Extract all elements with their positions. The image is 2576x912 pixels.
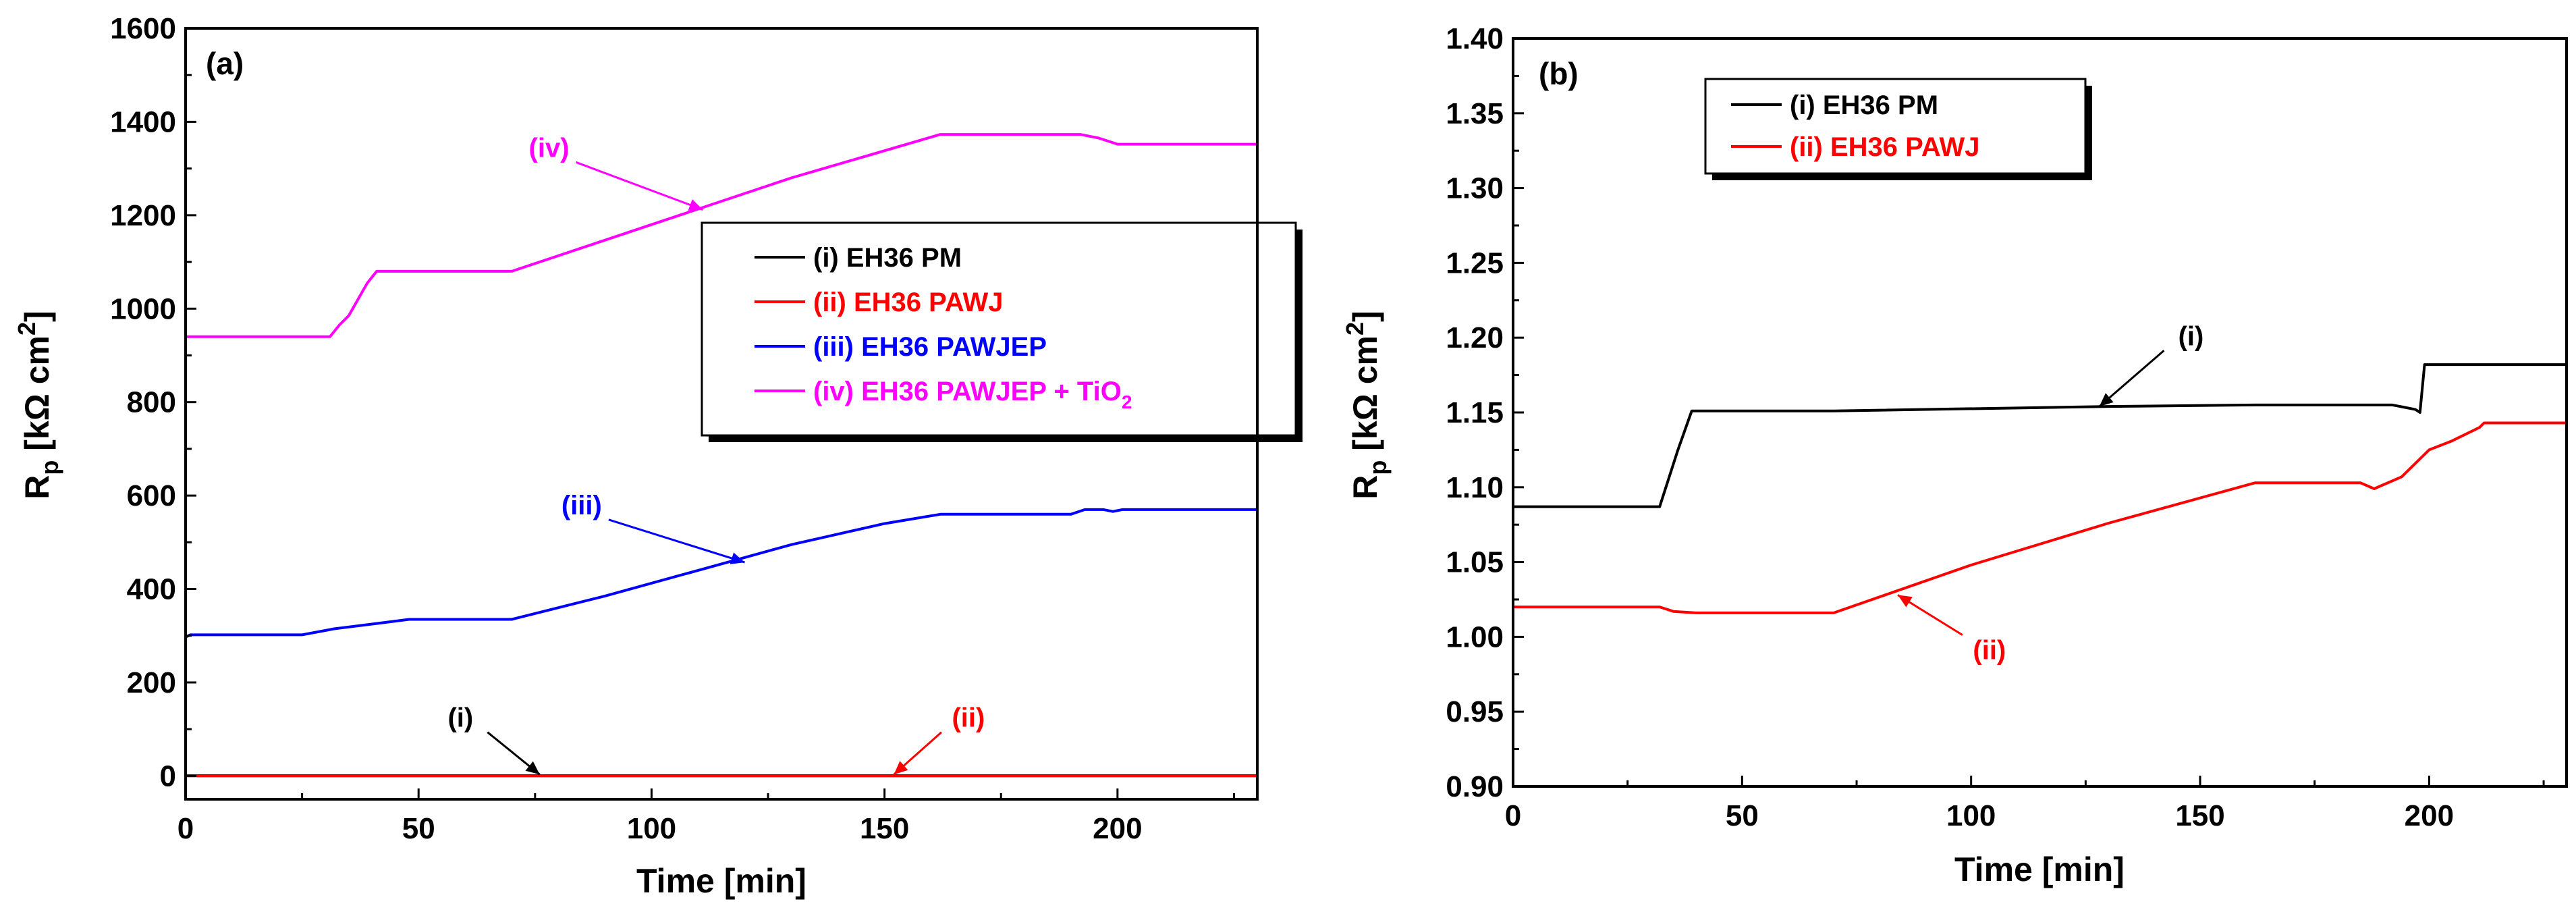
- panel-b-ytick-label: 1.20: [1446, 321, 1504, 354]
- panel-b-ytick-label: 0.90: [1446, 770, 1504, 803]
- panel-b-ytick-label: 1.15: [1446, 396, 1504, 429]
- panel-a-ytick-label: 1600: [110, 12, 176, 45]
- panel-a-ytick-label: 1000: [110, 292, 176, 325]
- panel-a: (iv) (iii) (i) (ii) (i) EH36 PM (ii) EH36 P…: [13, 12, 1303, 900]
- panel-b-ytick-label: 0.95: [1446, 695, 1504, 728]
- panel-a-ytick-label: 600: [127, 479, 176, 512]
- panel-a-annotation-arrow: [576, 161, 703, 211]
- legend-a-label-i: (i) EH36 PM: [813, 243, 962, 273]
- panel-a-xtick-label: 200: [1093, 812, 1142, 845]
- panel-a-annotation-arrowhead: [688, 199, 703, 211]
- panel-a-frame: [184, 27, 1259, 801]
- legend-a-label-iii: (iii) EH36 PAWJEP: [813, 332, 1047, 362]
- legend-a-label-iv-main: (iv) EH36 PAWJEP + TiO: [813, 377, 1122, 406]
- panel-b-ytick-label: 1.10: [1446, 471, 1504, 504]
- legend-a-label-iv: (iv) EH36 PAWJEP + TiO2: [813, 377, 1132, 412]
- panel-b-ytick-label: 1.40: [1446, 22, 1504, 55]
- panel-a-series-3-line: [185, 508, 1257, 639]
- panel-b-xtick-label: 100: [1946, 799, 1996, 832]
- panel-b-xlabel: Time [min]: [1954, 851, 2125, 888]
- panel-b-annotation-label: (i): [2178, 321, 2204, 351]
- panel-b-annotation-arrowhead: [2099, 393, 2114, 407]
- panel-b-ytick-label: 1.00: [1446, 620, 1504, 653]
- panel-b-annotations: (i) (ii): [1897, 321, 2204, 666]
- panel-b-annotation-arrowhead: [1898, 595, 1913, 608]
- panel-b-ytick-label: 1.25: [1446, 246, 1504, 279]
- panel-a-ytick-label: 200: [127, 666, 176, 699]
- panel-b-ylabel: Rp [kΩ cm2]: [1341, 311, 1392, 499]
- panel-a-series-layer: [185, 133, 1257, 778]
- panel-a-ytick-label: 1200: [110, 199, 176, 232]
- panel-a-annotation-arrowhead: [894, 761, 908, 775]
- panel-b-tag: (b): [1539, 56, 1579, 91]
- panel-b-series-layer: [1513, 363, 2567, 614]
- panel-a-ytick-label: 0: [160, 759, 176, 793]
- panel-b-xtick-label: 150: [2175, 799, 2224, 832]
- panel-b-ticks: 0 50 100 150 200 0.90 0.95 1.00 1.05 1.10 1.15 1.20…: [1446, 22, 2545, 832]
- panel-a-annotation-arrowhead: [730, 552, 745, 564]
- legend-b-box: [1704, 78, 2087, 175]
- panel-b-series-1-line: [1513, 363, 2567, 508]
- panel-b-ytick-label: 1.05: [1446, 546, 1504, 579]
- panel-a-annotation-label: (i): [447, 703, 473, 733]
- panel-a-annotation-label: (iv): [529, 133, 570, 163]
- legend-a-label-ii: (ii) EH36 PAWJ: [813, 288, 1004, 317]
- panel-a-xtick-label: 100: [627, 812, 676, 845]
- panel-a-xtick-label: 150: [860, 812, 909, 845]
- panel-a-annotation-arrow: [608, 518, 745, 564]
- panel-b-annotation-arrow: [2098, 350, 2165, 408]
- panel-b: (i) (ii) (i) EH36 PM (ii) EH36 PAWJ 0 50 10…: [1341, 22, 2568, 888]
- legend-a-label-iv-sub: 2: [1122, 392, 1132, 412]
- panel-a-xlabel: Time [min]: [636, 862, 806, 900]
- panel-b-xtick-label: 200: [2405, 799, 2454, 832]
- panel-a-annotation-arrowhead: [525, 761, 540, 775]
- panel-b-legend: (i) EH36 PM (ii) EH36 PAWJ: [1704, 78, 2092, 180]
- panel-a-ytick-label: 400: [127, 573, 176, 606]
- panel-a-annotation-label: (iii): [561, 491, 602, 520]
- panel-b-xtick-label: 0: [1505, 799, 1521, 832]
- panel-a-ticks: 0 50 100 150 200 0 200 400 600 800 1000 1200 1400 160…: [110, 12, 1235, 845]
- panel-a-annotations: (iv) (iii) (i) (ii): [447, 133, 985, 776]
- panel-a-series-4-line: [186, 133, 1257, 338]
- panel-a-tag: (a): [206, 46, 244, 81]
- panel-b-ytick-label: 1.35: [1446, 97, 1504, 130]
- panel-b-annotation-label: (ii): [1973, 636, 2006, 666]
- panel-a-xtick-label: 50: [402, 812, 435, 845]
- panel-a-ytick-label: 800: [127, 386, 176, 419]
- panel-b-ytick-label: 1.30: [1446, 172, 1504, 205]
- panel-b-xtick-label: 50: [1726, 799, 1759, 832]
- panel-a-xtick-label: 0: [177, 812, 194, 845]
- panel-a-ytick-label: 1400: [110, 105, 176, 138]
- panel-a-annotation-label: (ii): [952, 703, 985, 733]
- panel-b-series-2-line: [1513, 421, 2567, 614]
- legend-b-label-ii: (ii) EH36 PAWJ: [1790, 132, 1980, 162]
- legend-b-label-i: (i) EH36 PM: [1790, 90, 1938, 120]
- panel-a-legend: (i) EH36 PM (ii) EH36 PAWJ (iii) EH36 PA…: [701, 221, 1303, 442]
